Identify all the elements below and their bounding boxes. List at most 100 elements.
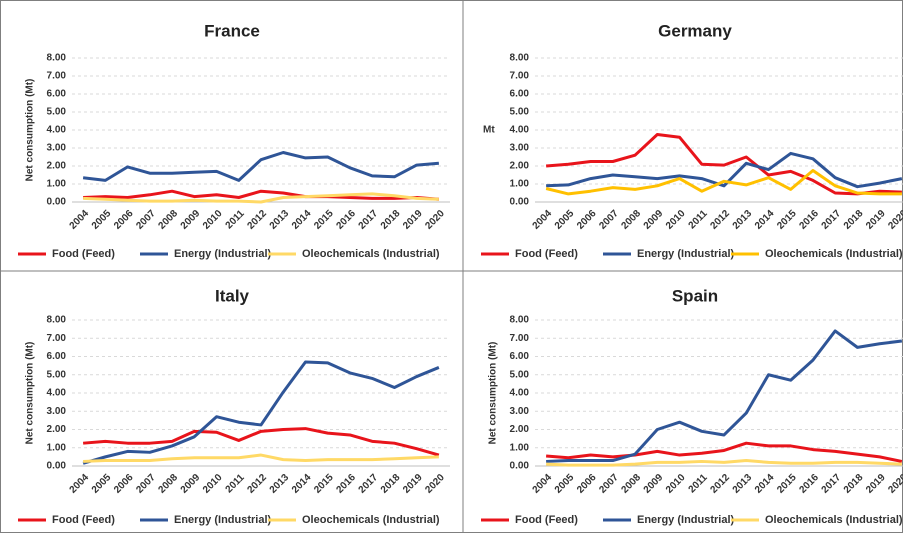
y-tick-label: 2.00 xyxy=(47,161,67,172)
x-tick-label: 2019 xyxy=(401,472,425,496)
x-tick-label: 2015 xyxy=(312,208,336,232)
y-tick-label: 0.00 xyxy=(47,197,67,208)
x-tick-label: 2008 xyxy=(620,472,644,496)
y-tick-label: 8.00 xyxy=(47,53,67,64)
x-tick-label: 2004 xyxy=(531,208,555,232)
x-tick-label: 2012 xyxy=(708,472,732,496)
x-tick-label: 2016 xyxy=(334,472,358,496)
y-tick-label: 1.00 xyxy=(510,179,530,190)
line xyxy=(83,453,439,463)
x-tick-label: 2018 xyxy=(379,472,403,496)
line xyxy=(82,427,440,457)
y-tick-label: 6.00 xyxy=(47,351,67,362)
y-tick-label: 5.00 xyxy=(510,369,530,380)
x-tick-label: 2011 xyxy=(687,208,710,231)
x-tick-label: 2019 xyxy=(864,472,888,496)
x-tick-label: 2004 xyxy=(531,472,555,496)
x-tick-label: 2019 xyxy=(864,208,888,232)
y-axis-label: Net consumption (Mt) xyxy=(25,79,36,182)
legend-label: Oleochemicals (Industrial) xyxy=(302,248,440,260)
legend-label: Oleochemicals (Industrial) xyxy=(765,248,903,260)
x-tick-label: 2009 xyxy=(642,208,666,232)
chart-title: France xyxy=(204,21,260,40)
x-tick-label: 2016 xyxy=(797,208,821,232)
x-tick-label: 2006 xyxy=(112,472,136,496)
x-tick-label: 2007 xyxy=(597,208,621,232)
x-tick-label: 2019 xyxy=(401,208,425,232)
y-tick-label: 4.00 xyxy=(510,388,530,399)
line xyxy=(545,441,903,463)
x-tick-label: 2006 xyxy=(575,472,599,496)
x-tick-label: 2020 xyxy=(886,208,903,232)
x-tick-label: 2010 xyxy=(664,472,688,496)
y-tick-label: 1.00 xyxy=(47,179,67,190)
y-tick-label: 4.00 xyxy=(510,125,530,136)
x-tick-label: 2008 xyxy=(157,208,181,232)
x-tick-label: 2010 xyxy=(201,208,225,232)
y-tick-label: 6.00 xyxy=(510,89,530,100)
x-tick-label: 2005 xyxy=(90,472,114,496)
x-tick-label: 2013 xyxy=(268,208,292,232)
x-tick-label: 2004 xyxy=(68,208,92,232)
y-tick-label: 5.00 xyxy=(47,107,67,118)
x-tick-label: 2015 xyxy=(312,472,336,496)
x-tick-label: 2009 xyxy=(642,472,666,496)
x-tick-label: 2014 xyxy=(290,208,314,232)
y-tick-label: 7.00 xyxy=(510,333,530,344)
y-tick-label: 8.00 xyxy=(47,315,67,326)
x-tick-label: 2005 xyxy=(553,472,577,496)
x-tick-label: 2011 xyxy=(224,472,247,495)
x-tick-label: 2012 xyxy=(245,472,269,496)
x-tick-label: 2010 xyxy=(664,208,688,232)
line xyxy=(82,360,440,465)
y-axis-label: Mt xyxy=(483,125,495,136)
y-tick-label: 3.00 xyxy=(510,143,530,154)
y-tick-label: 0.00 xyxy=(47,461,67,472)
x-tick-label: 2012 xyxy=(708,208,732,232)
x-tick-label: 2015 xyxy=(775,208,799,232)
x-tick-label: 2007 xyxy=(134,208,158,232)
x-tick-label: 2020 xyxy=(423,472,447,496)
y-tick-label: 2.00 xyxy=(510,424,530,435)
x-tick-label: 2013 xyxy=(731,472,755,496)
x-tick-label: 2012 xyxy=(245,208,269,232)
line xyxy=(546,151,903,189)
y-tick-label: 1.00 xyxy=(510,442,530,453)
legend-label: Energy (Industrial) xyxy=(637,514,735,526)
y-tick-label: 2.00 xyxy=(510,161,530,172)
x-tick-label: 2013 xyxy=(731,208,755,232)
y-tick-label: 5.00 xyxy=(47,369,67,380)
legend-label: Energy (Industrial) xyxy=(174,514,272,526)
x-tick-label: 2005 xyxy=(90,208,114,232)
legend-label: Food (Feed) xyxy=(515,248,578,260)
y-tick-label: 6.00 xyxy=(47,89,67,100)
line xyxy=(83,192,439,204)
y-tick-label: 7.00 xyxy=(510,71,530,82)
chart-title: Germany xyxy=(658,21,732,40)
x-tick-label: 2005 xyxy=(553,208,577,232)
x-tick-label: 2014 xyxy=(753,472,777,496)
y-tick-label: 7.00 xyxy=(47,333,67,344)
line xyxy=(82,151,440,182)
line xyxy=(83,189,440,201)
x-tick-label: 2006 xyxy=(575,208,599,232)
legend-label: Energy (Industrial) xyxy=(174,248,272,260)
x-tick-label: 2018 xyxy=(379,208,403,232)
x-tick-label: 2017 xyxy=(820,208,844,232)
y-tick-label: 3.00 xyxy=(47,406,67,417)
y-tick-label: 4.00 xyxy=(47,388,67,399)
x-tick-label: 2008 xyxy=(620,208,644,232)
x-tick-label: 2020 xyxy=(423,208,447,232)
legend-label: Energy (Industrial) xyxy=(637,248,735,260)
legend-label: Oleochemicals (Industrial) xyxy=(765,514,903,526)
x-tick-label: 2018 xyxy=(842,208,866,232)
legend-label: Oleochemicals (Industrial) xyxy=(302,514,440,526)
x-tick-label: 2014 xyxy=(290,472,314,496)
y-axis-label: Net consumption (Mt) xyxy=(25,342,36,445)
x-tick-label: 2017 xyxy=(357,208,381,232)
x-tick-label: 2017 xyxy=(357,472,381,496)
x-tick-label: 2009 xyxy=(179,472,203,496)
y-tick-label: 8.00 xyxy=(510,315,530,326)
x-tick-label: 2011 xyxy=(687,472,710,495)
y-tick-label: 1.00 xyxy=(47,442,67,453)
